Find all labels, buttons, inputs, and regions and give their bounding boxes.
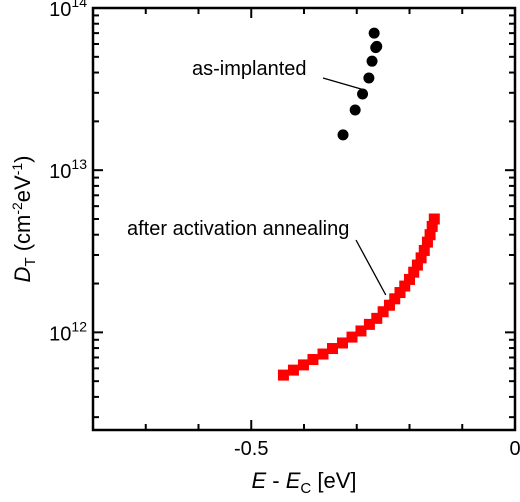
annotation-label: as-implanted <box>192 58 307 80</box>
data-point-square <box>355 325 367 337</box>
data-point-square <box>377 306 389 318</box>
data-point-square <box>404 273 415 285</box>
data-point-circle <box>363 72 375 84</box>
x-tick-label: 0 <box>509 438 520 460</box>
data-point-circle <box>357 88 369 100</box>
data-point-square <box>411 259 423 271</box>
data-point-square <box>371 312 383 324</box>
data-point-square <box>415 252 427 264</box>
data-point-square <box>418 244 430 256</box>
data-point-square <box>424 229 436 241</box>
data-point-circle <box>371 40 383 52</box>
data-point-circle <box>366 55 378 67</box>
data-point-square <box>428 213 440 225</box>
data-point-circle <box>349 104 361 116</box>
y-tick-label: 1014 <box>49 0 87 21</box>
y-tick-label: 1013 <box>49 156 87 183</box>
series-as-implanted <box>337 27 383 141</box>
annotation-leader-line <box>322 77 367 92</box>
data-point-circle <box>368 27 380 39</box>
series-layer <box>277 27 440 381</box>
x-tick-label: -0.5 <box>234 438 268 460</box>
data-point-square <box>307 354 319 366</box>
data-point-square <box>389 293 401 305</box>
data-point-circle <box>337 129 349 141</box>
annotation-label: after activation annealing <box>127 218 349 240</box>
annotation-leader-line <box>355 239 387 296</box>
data-point-square <box>363 318 375 330</box>
data-point-square <box>408 266 420 278</box>
y-axis-ticks: 1012 1013 1014 <box>49 0 515 419</box>
data-point-square <box>346 331 358 343</box>
x-axis-ticks: -0.5 0 <box>92 8 520 460</box>
data-point-square <box>326 343 338 355</box>
series-after-activation <box>277 213 440 381</box>
data-point-square <box>337 337 349 349</box>
data-point-square <box>421 236 433 248</box>
data-point-square <box>383 299 395 311</box>
data-point-square <box>399 280 411 292</box>
data-point-square <box>317 348 329 360</box>
data-point-square <box>394 287 406 299</box>
data-point-square <box>297 359 309 371</box>
data-point-square <box>277 369 289 381</box>
x-axis-title: E - EC [eV] <box>251 468 356 497</box>
annotation-layer: as-implanted after activation annealing <box>127 58 387 296</box>
data-point-square <box>287 364 299 376</box>
y-tick-label: 1012 <box>49 318 87 345</box>
data-point-square <box>426 220 438 232</box>
y-axis-title: DT (cm-2eV-1) <box>9 156 39 283</box>
